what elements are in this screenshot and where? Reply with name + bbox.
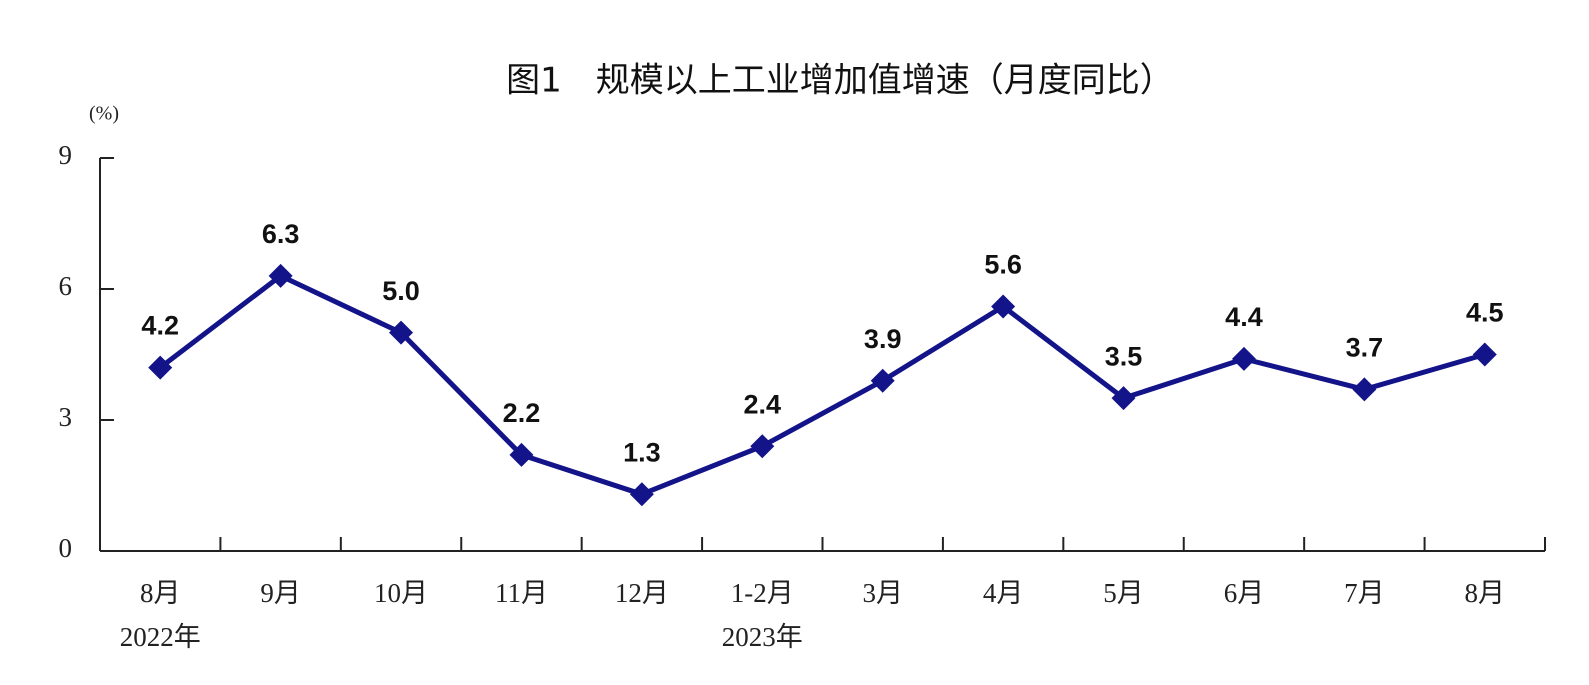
point-marker (991, 294, 1016, 319)
point-marker (389, 320, 414, 345)
y-tick-label: 3 (59, 402, 73, 432)
point-marker (1352, 377, 1377, 402)
value-label: 5.0 (382, 276, 420, 306)
x-tick-label: 1-2月 (731, 578, 794, 608)
value-label: 2.4 (744, 389, 782, 419)
x-tick-label: 7月 (1344, 578, 1385, 608)
y-tick-label: 9 (59, 140, 73, 170)
value-label: 3.5 (1105, 341, 1143, 371)
value-label: 2.2 (503, 398, 541, 428)
x-group-label: 2023年 (722, 622, 803, 652)
y-axis-unit: (%) (89, 103, 119, 125)
value-label: 4.4 (1225, 302, 1263, 332)
value-label: 3.9 (864, 324, 902, 354)
value-label: 1.3 (623, 437, 661, 467)
x-tick-label: 12月 (615, 578, 669, 608)
value-label: 3.7 (1346, 333, 1384, 363)
value-label: 6.3 (262, 219, 300, 249)
x-tick-label: 10月 (374, 578, 428, 608)
x-tick-label: 5月 (1103, 578, 1144, 608)
point-marker (1472, 342, 1497, 367)
x-tick-label: 4月 (983, 578, 1024, 608)
value-label: 4.5 (1466, 298, 1504, 328)
point-marker (509, 442, 534, 467)
point-marker (1111, 386, 1136, 411)
x-tick-label: 11月 (495, 578, 548, 608)
x-tick-label: 8月 (140, 578, 181, 608)
point-marker (148, 355, 173, 380)
x-tick-label: 6月 (1224, 578, 1265, 608)
point-marker (1231, 346, 1256, 371)
point-marker (870, 368, 895, 393)
x-tick-label: 3月 (862, 578, 903, 608)
y-tick-label: 0 (59, 533, 73, 563)
point-marker (750, 434, 775, 459)
point-marker (629, 482, 654, 507)
x-group-label: 2022年 (120, 622, 201, 652)
y-tick-label: 6 (59, 271, 73, 301)
value-label: 4.2 (141, 311, 179, 341)
value-label: 5.6 (984, 250, 1022, 280)
chart-title: 图1 规模以上工业增加值增速（月度同比） (506, 61, 1174, 101)
x-tick-label: 8月 (1465, 578, 1506, 608)
point-marker (268, 263, 293, 288)
series-line (158, 273, 1486, 497)
x-tick-label: 9月 (260, 578, 301, 608)
